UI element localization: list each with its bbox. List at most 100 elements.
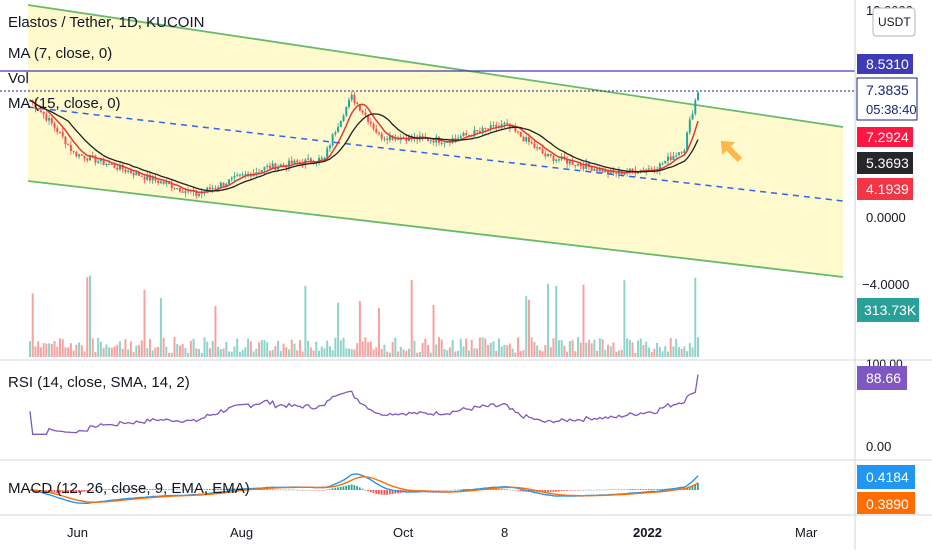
volume-bar: [631, 342, 634, 357]
last-price-badge: [856, 77, 918, 121]
volume-bar: [127, 349, 130, 357]
currency-badge[interactable]: [872, 7, 916, 37]
candle-body: [555, 159, 558, 162]
volume-bar: [647, 347, 650, 357]
macd-badge: [857, 465, 915, 489]
rsi-label[interactable]: RSI (14, close, SMA, 14, 2): [8, 374, 190, 391]
candle-body: [598, 168, 601, 172]
volume-bar: [596, 350, 599, 357]
volume-bar: [80, 345, 83, 357]
macd-hist-bar: [318, 490, 320, 491]
macd-hist-bar: [443, 490, 446, 491]
volume-bar: [260, 340, 263, 357]
symbol-title[interactable]: Elastos / Tether, 1D, KUCOIN: [8, 14, 204, 31]
candle-body: [386, 138, 389, 140]
candle-body: [667, 156, 670, 161]
volume-bar: [244, 347, 247, 357]
candle-body: [113, 164, 116, 168]
candle-body: [263, 167, 266, 171]
macd-hist-bar: [64, 490, 67, 494]
candle-body: [138, 171, 141, 176]
volume-bar: [225, 342, 228, 357]
macd-hist-bar: [342, 486, 345, 490]
volume-bar: [320, 346, 323, 357]
candle-body: [334, 132, 337, 135]
macd-hist-bar: [388, 490, 391, 495]
macd-hist-bar: [375, 490, 378, 494]
arrow-up-right-icon[interactable]: [714, 134, 746, 166]
macd-hist-bar: [124, 488, 127, 490]
macd-hist-bar: [159, 489, 162, 490]
volume-bar: [255, 348, 258, 357]
volume-bar: [312, 350, 315, 357]
ma15-label[interactable]: MA (15, close, 0): [8, 95, 121, 112]
candle-body: [326, 148, 329, 158]
price-tick-0: 0.0000: [866, 210, 906, 225]
candle-body: [337, 127, 340, 133]
macd-hist-bar: [356, 486, 358, 490]
macd-hist-bar: [642, 489, 645, 490]
macd-hist-bar: [440, 490, 443, 491]
macd-hist-bar: [323, 490, 326, 491]
candle-body: [582, 166, 585, 169]
candle-body: [607, 169, 610, 174]
volume-bar: [34, 346, 37, 357]
volume-bar: [462, 346, 465, 357]
candle-body: [615, 172, 618, 174]
macd-hist-bar: [697, 482, 699, 490]
price-tick-minus4: −4.0000: [862, 277, 909, 292]
candle-body: [478, 130, 481, 132]
time-label-jun: Jun: [67, 525, 88, 540]
ma7-label[interactable]: MA (7, close, 0): [8, 45, 112, 62]
channel-upper-line[interactable]: [27, 4, 844, 128]
volume-bar: [440, 339, 443, 357]
macd-hist-bar: [639, 489, 642, 490]
macd-hist-bar: [609, 489, 612, 490]
candle-body: [83, 155, 86, 159]
macd-hist-bar: [628, 489, 631, 490]
volume-bar: [187, 352, 190, 357]
volume-bar: [361, 341, 364, 357]
volume-bar: [348, 348, 351, 357]
channel-lower-line[interactable]: [27, 180, 844, 278]
macd-hist-bar: [604, 489, 607, 491]
candle-body: [454, 138, 457, 140]
candle-body: [238, 174, 241, 176]
macd-hist-bar: [94, 490, 97, 491]
candle-body: [165, 182, 168, 184]
macd-hist-bar: [566, 490, 568, 491]
candle-body: [97, 161, 100, 163]
macd-hist-bar: [58, 490, 61, 493]
macd-hist-bar: [45, 490, 48, 493]
volume-bar: [467, 350, 470, 357]
volume-bar: [451, 340, 454, 357]
candle-body: [571, 160, 574, 165]
macd-label[interactable]: MACD (12, 26, close, 9, EMA, EMA): [8, 480, 250, 497]
candle-body: [462, 133, 465, 137]
macd-hist-bar: [268, 489, 271, 490]
candle-body: [211, 188, 214, 190]
volume-bar: [88, 275, 91, 357]
macd-hist-bar: [279, 489, 282, 491]
vol-label[interactable]: Vol: [8, 70, 29, 87]
channel-median-line[interactable]: [27, 106, 844, 202]
macd-hist-bar: [222, 488, 225, 490]
rsi-bottom-label: 0.00: [866, 439, 891, 454]
signal-badge-label: 0.3890: [866, 496, 909, 512]
volume-bar: [527, 299, 530, 357]
volume-bar: [195, 348, 198, 357]
macd-hist-bar: [533, 490, 536, 493]
candle-body: [151, 176, 154, 181]
candle-body: [380, 133, 383, 139]
volume-bar: [290, 339, 293, 357]
candle-body: [353, 94, 356, 103]
candle-body: [596, 169, 599, 172]
candle-body: [672, 155, 675, 161]
macd-hist-bar: [582, 490, 585, 491]
volume-bar: [181, 343, 184, 357]
volume-bar: [219, 349, 222, 357]
volume-bar: [309, 347, 312, 357]
volume-bar: [331, 350, 334, 357]
candle-body: [208, 187, 211, 190]
